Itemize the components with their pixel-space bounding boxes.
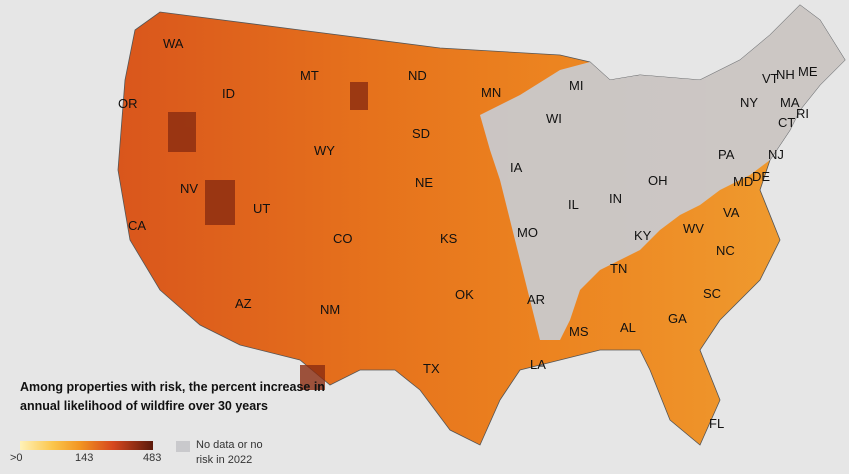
label-nh: NH — [776, 67, 795, 82]
label-id: ID — [222, 86, 235, 101]
label-ct: CT — [778, 115, 795, 130]
no-data-region — [480, 5, 845, 340]
hotspots — [168, 82, 368, 390]
label-ma: MA — [780, 95, 800, 110]
legend-min: >0 — [10, 452, 23, 464]
label-ky: KY — [634, 228, 652, 243]
label-mt: MT — [300, 68, 319, 83]
label-ca: CA — [128, 218, 146, 233]
label-wi: WI — [546, 111, 562, 126]
label-ks: KS — [440, 231, 458, 246]
label-fl: FL — [709, 416, 724, 431]
label-tn: TN — [610, 261, 627, 276]
label-mi: MI — [569, 78, 583, 93]
label-ms: MS — [569, 324, 589, 339]
label-wa: WA — [163, 36, 184, 51]
label-ri: RI — [796, 106, 809, 121]
label-in: IN — [609, 191, 622, 206]
state-labels: WA OR CA ID NV MT WY UT AZ CO NM ND SD N… — [118, 36, 818, 431]
label-ga: GA — [668, 311, 687, 326]
legend-max: 483 — [143, 452, 162, 464]
legend-title: Among properties with risk, the percent … — [20, 380, 325, 413]
label-wy: WY — [314, 143, 335, 158]
label-la: LA — [530, 357, 546, 372]
legend-mid: 143 — [75, 452, 94, 464]
label-va: VA — [723, 205, 740, 220]
no-data-swatch — [176, 441, 190, 452]
no-data-label: No data or no risk in 2022 — [196, 439, 263, 466]
label-oh: OH — [648, 173, 668, 188]
label-az: AZ — [235, 296, 252, 311]
label-nm: NM — [320, 302, 340, 317]
label-wv: WV — [683, 221, 704, 236]
legend-color-scale — [20, 441, 153, 450]
label-ut: UT — [253, 201, 270, 216]
label-nc: NC — [716, 243, 735, 258]
label-sc: SC — [703, 286, 721, 301]
label-ny: NY — [740, 95, 758, 110]
label-mo: MO — [517, 225, 538, 240]
label-ar: AR — [527, 292, 545, 307]
label-pa: PA — [718, 147, 735, 162]
label-al: AL — [620, 320, 636, 335]
label-vt: VT — [762, 71, 779, 86]
label-co: CO — [333, 231, 353, 246]
label-mn: MN — [481, 85, 501, 100]
label-nj: NJ — [768, 147, 784, 162]
label-nd: ND — [408, 68, 427, 83]
label-or: OR — [118, 96, 138, 111]
label-il: IL — [568, 197, 579, 212]
label-tx: TX — [423, 361, 440, 376]
label-ia: IA — [510, 160, 523, 175]
label-md: MD — [733, 174, 753, 189]
label-sd: SD — [412, 126, 430, 141]
label-ok: OK — [455, 287, 474, 302]
label-nv: NV — [180, 181, 198, 196]
label-ne: NE — [415, 175, 433, 190]
label-de: DE — [752, 169, 770, 184]
label-me: ME — [798, 64, 818, 79]
